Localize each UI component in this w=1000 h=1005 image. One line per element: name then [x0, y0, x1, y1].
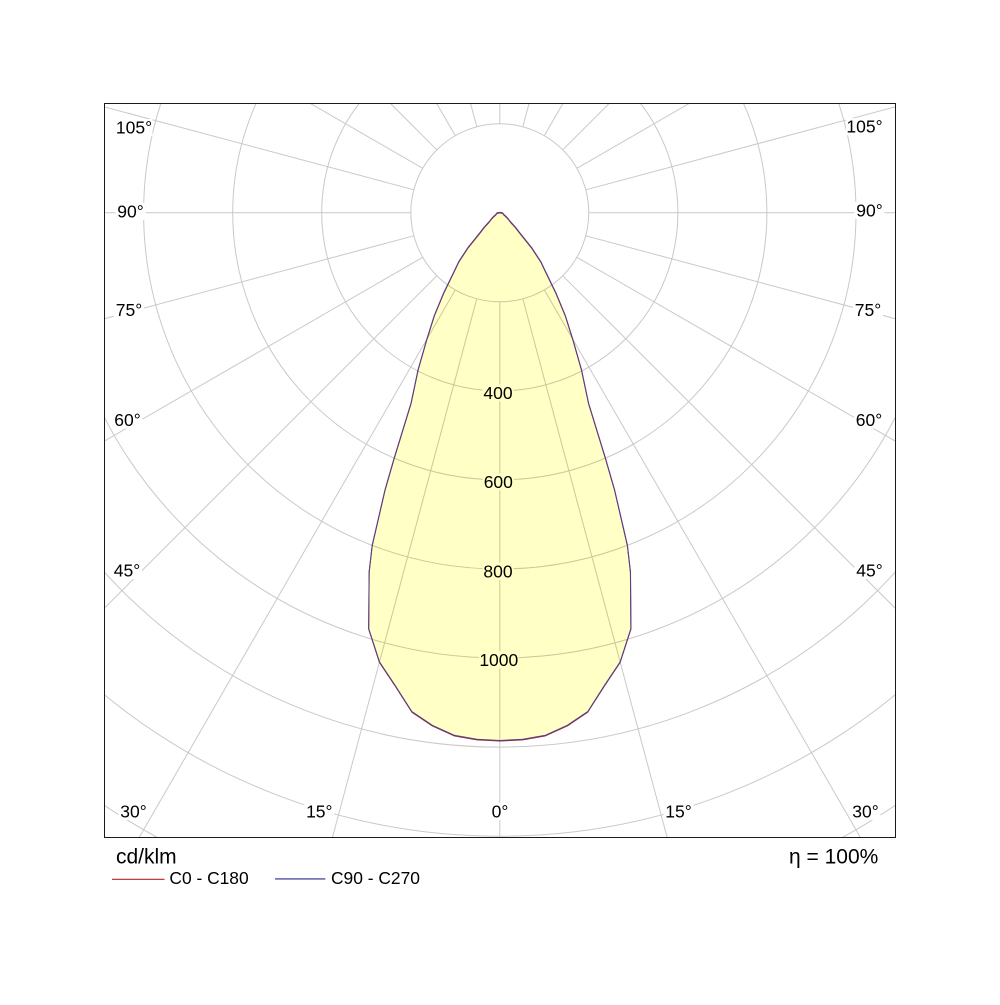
svg-text:60°: 60° [114, 410, 140, 430]
svg-text:105°: 105° [116, 118, 152, 138]
svg-text:45°: 45° [114, 561, 140, 581]
svg-text:C90 - C270: C90 - C270 [331, 868, 420, 888]
svg-text:30°: 30° [852, 802, 878, 822]
svg-text:400: 400 [483, 383, 512, 403]
svg-text:C0 - C180: C0 - C180 [169, 868, 248, 888]
svg-text:1000: 1000 [479, 650, 518, 670]
svg-text:cd/klm: cd/klm [116, 845, 177, 868]
svg-text:15°: 15° [306, 802, 332, 822]
svg-text:45°: 45° [856, 561, 882, 581]
svg-text:600: 600 [484, 472, 513, 492]
svg-text:800: 800 [483, 561, 512, 581]
svg-text:15°: 15° [665, 802, 691, 822]
svg-text:0°: 0° [492, 802, 509, 822]
svg-text:75°: 75° [116, 300, 142, 320]
svg-text:30°: 30° [120, 802, 146, 822]
svg-text:75°: 75° [855, 300, 881, 320]
svg-text:90°: 90° [856, 201, 882, 221]
svg-text:90°: 90° [117, 202, 143, 222]
svg-text:η = 100%: η = 100% [789, 845, 878, 868]
svg-text:105°: 105° [846, 117, 882, 137]
svg-text:60°: 60° [856, 410, 882, 430]
